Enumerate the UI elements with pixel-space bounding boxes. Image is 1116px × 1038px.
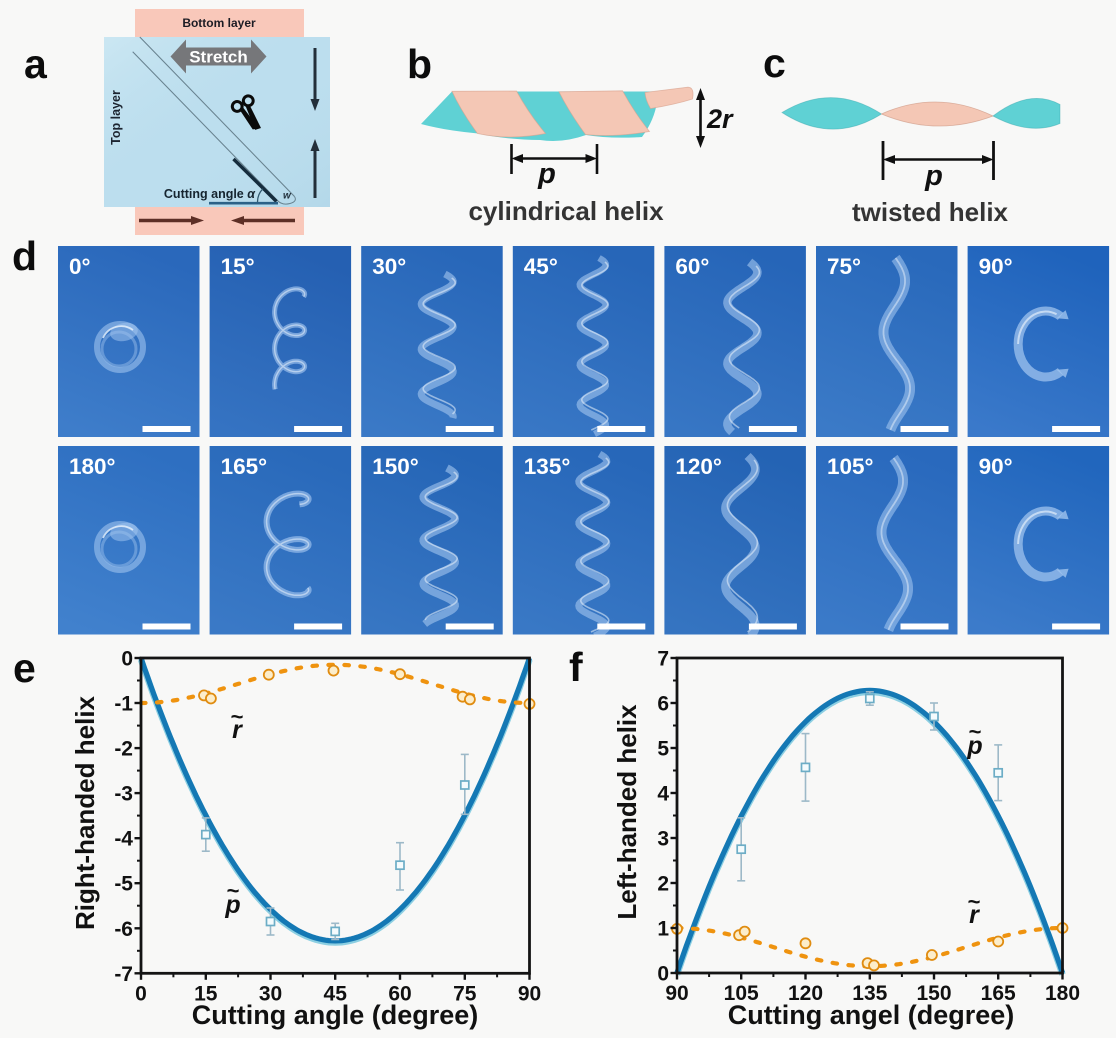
svg-text:Cutting angel (degree): Cutting angel (degree) (728, 1000, 1015, 1030)
svg-text:Left-handed helix: Left-handed helix (612, 704, 642, 920)
svg-text:90: 90 (665, 982, 688, 1005)
svg-text:-4: -4 (114, 828, 133, 851)
svg-text:135: 135 (852, 982, 887, 1005)
svg-text:4: 4 (657, 783, 669, 806)
svg-text:180°: 180° (69, 454, 116, 479)
svg-text:-1: -1 (114, 693, 133, 716)
svg-text:w: w (283, 191, 292, 202)
svg-text:0°: 0° (69, 254, 91, 279)
svg-text:-5: -5 (114, 873, 133, 896)
svg-text:165: 165 (981, 982, 1016, 1005)
svg-text:Cutting angle α: Cutting angle α (164, 187, 256, 201)
svg-text:165°: 165° (221, 454, 268, 479)
svg-text:150°: 150° (372, 454, 419, 479)
svg-text:p: p (966, 732, 982, 760)
svg-text:45: 45 (324, 982, 348, 1005)
svg-text:120: 120 (788, 982, 823, 1005)
svg-text:0: 0 (657, 963, 669, 986)
svg-text:p: p (224, 891, 240, 919)
svg-text:60: 60 (388, 982, 411, 1005)
svg-text:90°: 90° (979, 254, 1013, 279)
svg-text:twisted helix: twisted helix (852, 197, 1009, 227)
svg-text:1: 1 (657, 918, 669, 941)
svg-text:~: ~ (227, 878, 240, 903)
svg-text:75°: 75° (827, 254, 861, 279)
svg-text:-3: -3 (114, 783, 133, 806)
svg-text:b: b (407, 41, 432, 87)
svg-text:75: 75 (453, 982, 477, 1005)
svg-text:45°: 45° (524, 254, 558, 279)
svg-text:30°: 30° (372, 254, 406, 279)
svg-text:0: 0 (121, 648, 133, 671)
svg-text:Bottom layer: Bottom layer (182, 16, 256, 30)
svg-text:5: 5 (657, 738, 669, 761)
svg-text:3: 3 (657, 828, 669, 851)
svg-text:90°: 90° (979, 454, 1013, 479)
svg-text:f: f (569, 644, 583, 690)
svg-text:p: p (537, 158, 556, 190)
svg-text:15°: 15° (221, 254, 255, 279)
svg-text:30: 30 (259, 982, 282, 1005)
svg-text:a: a (24, 41, 48, 87)
svg-text:~: ~ (231, 704, 244, 729)
svg-text:180: 180 (1045, 982, 1080, 1005)
svg-text:c: c (763, 40, 786, 86)
svg-text:~: ~ (969, 719, 982, 744)
svg-text:-2: -2 (114, 738, 133, 761)
svg-text:-6: -6 (114, 918, 133, 941)
svg-text:120°: 120° (675, 454, 722, 479)
svg-text:Right-handed helix: Right-handed helix (70, 695, 100, 930)
svg-text:Top layer: Top layer (109, 90, 123, 145)
svg-text:Cutting angle (degree): Cutting angle (degree) (192, 1000, 479, 1030)
svg-text:e: e (13, 645, 36, 691)
svg-text:135°: 135° (524, 454, 571, 479)
svg-text:105: 105 (724, 982, 759, 1005)
svg-text:7: 7 (657, 648, 669, 671)
svg-text:Stretch: Stretch (189, 48, 248, 67)
svg-text:r: r (232, 716, 243, 744)
svg-text:60°: 60° (675, 254, 709, 279)
svg-text:d: d (12, 233, 37, 279)
svg-text:6: 6 (657, 693, 669, 716)
svg-text:2: 2 (657, 873, 669, 896)
svg-text:cylindrical helix: cylindrical helix (468, 196, 664, 226)
svg-text:15: 15 (194, 982, 218, 1005)
svg-text:~: ~ (968, 889, 981, 914)
svg-text:2r: 2r (706, 104, 734, 134)
svg-text:0: 0 (135, 982, 147, 1005)
svg-text:p: p (924, 160, 943, 192)
svg-text:r: r (969, 901, 980, 929)
svg-text:-7: -7 (114, 963, 133, 986)
svg-text:90: 90 (518, 982, 541, 1005)
svg-text:150: 150 (916, 982, 951, 1005)
svg-text:105°: 105° (827, 454, 874, 479)
